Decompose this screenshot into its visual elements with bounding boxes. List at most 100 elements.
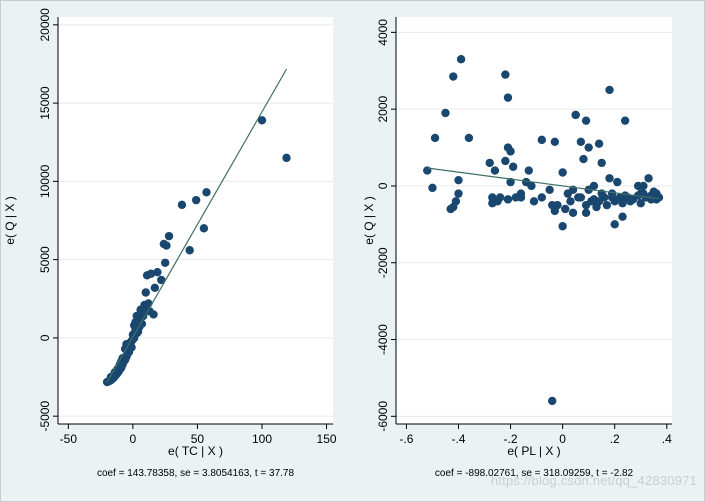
scatter-point xyxy=(618,199,627,208)
scatter-point xyxy=(581,116,591,125)
scatter-point xyxy=(594,139,604,148)
scatter-point xyxy=(430,133,440,143)
scatter-point xyxy=(558,168,567,177)
scatter-point xyxy=(568,208,578,218)
scatter-point xyxy=(537,135,547,145)
scatter-point xyxy=(646,195,656,204)
scatter-point xyxy=(537,193,547,202)
scatter-point xyxy=(191,195,201,205)
scatter-point xyxy=(454,175,463,185)
scatter-point xyxy=(652,189,661,198)
scatter-point xyxy=(456,55,466,64)
scatter-point xyxy=(153,267,162,277)
x-axis-title: e( TC | X ) xyxy=(168,444,223,458)
y-tick-label: 0 xyxy=(38,334,52,341)
scatter-point xyxy=(576,193,586,202)
scatter-point xyxy=(423,166,432,175)
x-tick-label: -50 xyxy=(60,432,78,446)
scatter-point xyxy=(610,220,619,229)
scatter-point xyxy=(454,189,463,198)
y-tick-label: 5000 xyxy=(38,246,52,273)
scatter-point xyxy=(485,158,494,168)
scatter-point xyxy=(597,158,606,168)
scatter-point xyxy=(199,224,209,233)
scatter-point xyxy=(141,288,150,297)
scatter-point xyxy=(159,239,169,249)
scatter-point xyxy=(441,108,450,118)
scatter-point xyxy=(576,137,586,146)
coef-footnote: coef = -898.02761, se = 318.09259, t = -… xyxy=(435,468,634,479)
scatter-point xyxy=(550,206,560,216)
scatter-point xyxy=(506,177,515,187)
y-tick-label: -5000 xyxy=(38,401,52,432)
y-tick-label: 4000 xyxy=(376,19,390,46)
scatter-point xyxy=(142,271,152,280)
scatter-point xyxy=(501,156,510,166)
y-tick-label: 0 xyxy=(376,182,390,189)
scatter-point xyxy=(503,93,513,102)
x-tick-label: -.4 xyxy=(451,432,465,446)
scatter-point xyxy=(185,246,194,255)
x-tick-label: .4 xyxy=(662,432,672,446)
scatter-point xyxy=(132,311,141,321)
scatter-point xyxy=(605,85,614,95)
scatter-point xyxy=(282,153,291,163)
scatter-point xyxy=(202,188,211,197)
scatter-point xyxy=(636,199,645,208)
y-axis-title: e( Q | X ) xyxy=(362,196,376,244)
scatter-point xyxy=(529,197,539,206)
x-tick-label: -.6 xyxy=(399,432,413,446)
plot-area xyxy=(396,17,672,424)
scatter-point xyxy=(495,193,505,202)
y-tick-label: -4000 xyxy=(376,324,390,355)
y-tick-label: 15000 xyxy=(38,86,52,120)
y-tick-label: 20000 xyxy=(38,8,52,42)
x-tick-label: 0 xyxy=(130,432,137,446)
scatter-point xyxy=(449,72,458,81)
y-tick-label: 2000 xyxy=(376,95,390,122)
scatter-point xyxy=(571,110,580,120)
scatter-point xyxy=(558,222,567,231)
scatter-point xyxy=(449,202,458,212)
scatter-point xyxy=(644,174,653,183)
scatter-point xyxy=(579,154,588,164)
scatter-point xyxy=(127,343,136,352)
scatter-point xyxy=(548,396,557,406)
panel-tc: -5000 0 5000 10000 15000 20000 -50 0 50 100 150 e( … xyxy=(3,8,337,479)
scatter-point xyxy=(613,177,622,187)
scatter-point xyxy=(618,212,627,221)
scatter-point xyxy=(164,231,174,241)
y-axis-title: e( Q | X ) xyxy=(3,196,17,244)
scatter-point xyxy=(633,181,643,191)
scatter-point xyxy=(150,283,160,293)
scatter-point xyxy=(160,258,170,267)
scatter-point xyxy=(257,116,267,125)
scatter-point xyxy=(524,166,533,175)
x-tick-label: .2 xyxy=(610,432,620,446)
y-tick-label: 10000 xyxy=(38,164,52,198)
scatter-point xyxy=(145,307,154,316)
x-tick-label: 100 xyxy=(252,432,272,446)
scatter-point xyxy=(521,177,531,187)
panel-pl: -6000 -4000 -2000 0 2000 4000 -.6 -.4 -.2 0 .2 .4 e(… xyxy=(362,17,672,479)
scatter-point xyxy=(490,166,500,175)
x-tick-label: 150 xyxy=(317,432,337,446)
scatter-point xyxy=(620,116,630,125)
scatter-point xyxy=(516,189,526,198)
scatter-point xyxy=(545,185,554,194)
scatter-point xyxy=(506,147,515,156)
coef-footnote: coef = 143.78358, se = 3.8054163, t = 37… xyxy=(97,468,295,479)
plot-area xyxy=(58,17,333,424)
scatter-point xyxy=(131,318,140,327)
scatter-point xyxy=(584,143,593,152)
scatter-point xyxy=(581,208,591,218)
scatter-point xyxy=(607,189,617,198)
x-tick-label: 0 xyxy=(559,432,566,446)
scatter-point xyxy=(428,183,437,193)
scatter-point xyxy=(605,174,614,183)
scatter-point xyxy=(503,195,513,204)
scatter-point xyxy=(566,197,575,206)
scatter-point xyxy=(144,299,153,308)
x-axis-title: e( PL | X ) xyxy=(507,444,560,458)
